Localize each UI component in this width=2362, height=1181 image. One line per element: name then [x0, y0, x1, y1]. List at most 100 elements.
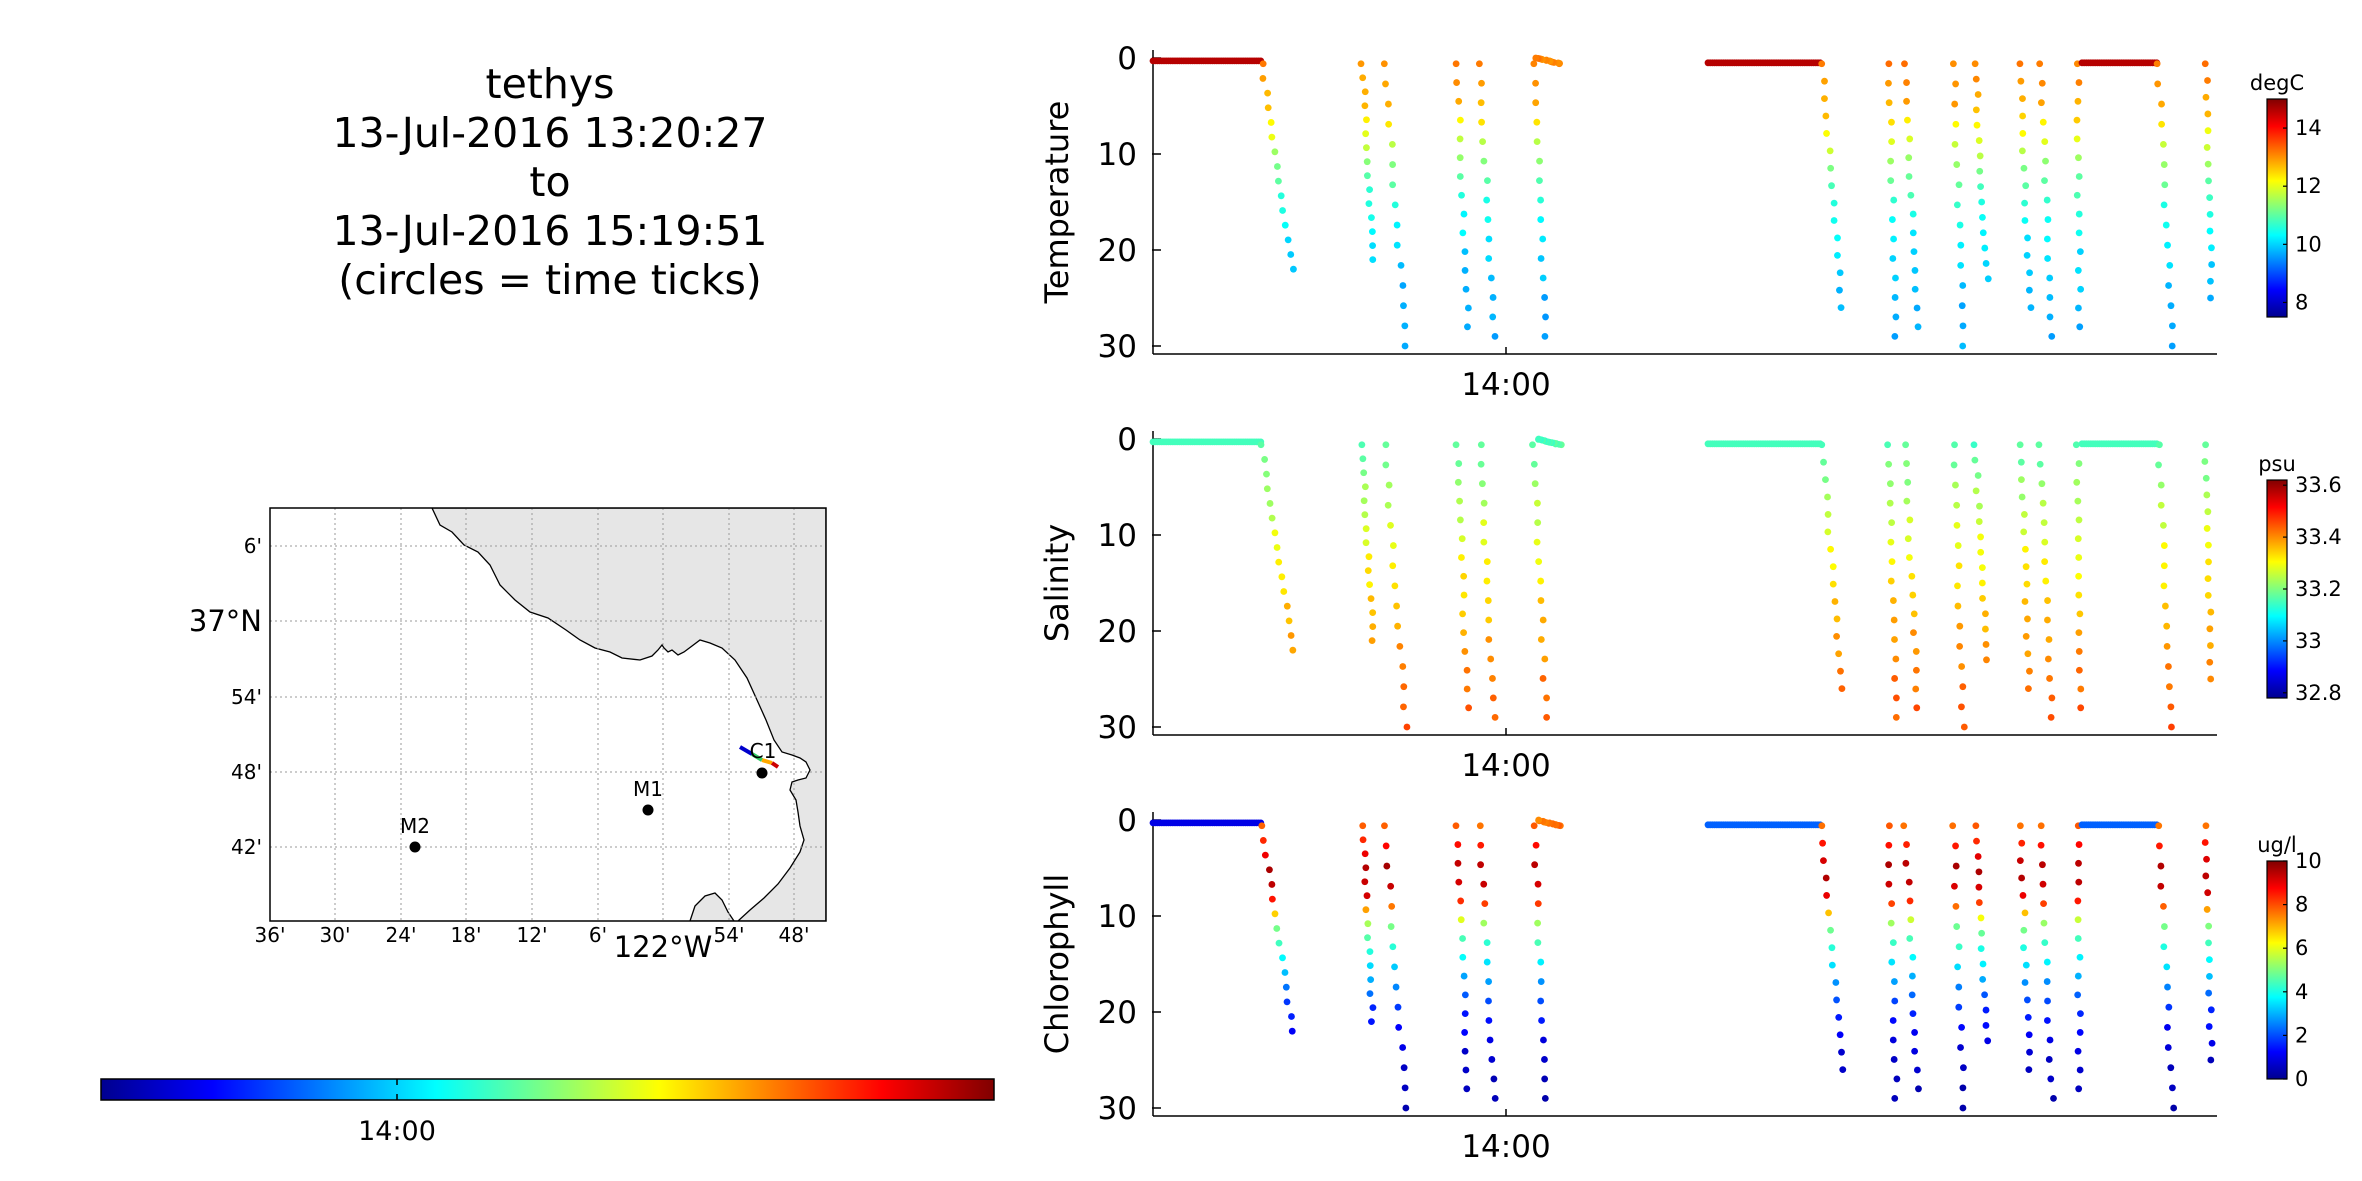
- data-point: [1833, 615, 1841, 623]
- data-point: [1823, 130, 1830, 137]
- data-point: [1271, 910, 1279, 918]
- data-point: [1891, 675, 1899, 682]
- data-point: [2037, 99, 2045, 107]
- data-point: [1912, 685, 1920, 693]
- data-point: [1464, 304, 1472, 312]
- data-point: [1389, 562, 1397, 570]
- data-point: [2160, 522, 2167, 529]
- data-point: [1836, 1031, 1844, 1039]
- data-point: [2046, 274, 2054, 282]
- data-point: [1978, 564, 1986, 572]
- data-point: [1949, 822, 1957, 830]
- data-point: [1892, 714, 1900, 721]
- data-point: [1359, 836, 1367, 844]
- data-point: [2040, 519, 2048, 527]
- data-point: [2021, 909, 2029, 917]
- data-point: [1906, 897, 1914, 905]
- data-point: [1978, 198, 1986, 206]
- data-point: [1905, 154, 1913, 162]
- data-point: [1363, 892, 1371, 900]
- data-point: [2162, 221, 2170, 229]
- data-point: [2020, 164, 2028, 172]
- data-point: [1382, 441, 1390, 449]
- data-point: [2075, 79, 2083, 86]
- data-points: [1149, 435, 2215, 731]
- data-point: [1484, 177, 1491, 185]
- data-point: [2206, 227, 2214, 235]
- data-point: [1491, 714, 1499, 721]
- data-point: [1887, 157, 1895, 165]
- data-point: [1362, 525, 1370, 533]
- data-point: [1263, 470, 1270, 478]
- data-point: [1275, 177, 1282, 185]
- data-point: [2208, 244, 2215, 252]
- data-point: [1401, 1084, 1409, 1092]
- data-point: [1271, 529, 1279, 537]
- data-point: [1477, 861, 1484, 869]
- map-grid: [270, 508, 826, 921]
- data-point: [1481, 900, 1489, 908]
- track-segment-early: [738, 745, 754, 756]
- data-point: [2165, 683, 2173, 691]
- data-point: [1259, 837, 1267, 844]
- data-point: [1984, 275, 1992, 283]
- data-point: [2048, 333, 2056, 340]
- data-point: [1903, 497, 1911, 505]
- data-point: [1831, 598, 1839, 605]
- y-tick-label: 20: [1098, 614, 1137, 650]
- data-point: [1982, 641, 1990, 648]
- data-point: [1458, 554, 1465, 561]
- data-point: [1885, 60, 1893, 68]
- data-point: [1954, 582, 1961, 590]
- station-marker: [409, 841, 421, 853]
- data-point: [1977, 533, 1984, 541]
- start-time: 13-Jul-2016 13:20:27: [332, 109, 768, 157]
- data-point: [1461, 248, 1469, 256]
- data-point: [1483, 577, 1491, 585]
- data-point: [1531, 861, 1539, 869]
- data-point: [1953, 201, 1961, 209]
- data-point: [2167, 302, 2175, 310]
- data-point: [1892, 274, 1899, 282]
- data-point: [1890, 1056, 1898, 1063]
- data-point: [2047, 714, 2055, 721]
- data-point: [1289, 646, 1297, 654]
- data-point: [2160, 201, 2168, 209]
- data-point: [2043, 958, 2051, 966]
- data-point: [1891, 978, 1898, 985]
- data-point: [1951, 100, 1959, 108]
- data-point: [1456, 497, 1463, 505]
- data-point: [1266, 500, 1274, 507]
- data-point: [1908, 991, 1916, 999]
- data-point: [1956, 642, 1964, 650]
- data-point: [2077, 285, 2085, 293]
- data-point: [2038, 79, 2046, 87]
- data-point: [1278, 573, 1286, 581]
- data-point: [1973, 837, 1980, 845]
- data-point: [2204, 591, 2212, 599]
- data-point: [1463, 685, 1471, 693]
- data-point: [2074, 97, 2082, 105]
- data-point: [1533, 538, 1541, 546]
- data-point: [1953, 923, 1961, 930]
- data-point: [1367, 595, 1375, 603]
- data-point: [1827, 926, 1834, 934]
- data-point: [1366, 581, 1373, 589]
- data-point: [1537, 216, 1545, 223]
- data-point: [1387, 882, 1395, 890]
- data-point: [1892, 694, 1900, 702]
- profile-panel: 0 10 20 30 14:00 Temperature degC 8 10 12 14: [1038, 41, 2322, 403]
- data-point: [2037, 841, 2045, 849]
- data-point: [1267, 119, 1275, 126]
- data-point: [1534, 519, 1542, 527]
- data-point: [2165, 1003, 2173, 1011]
- data-point: [1885, 861, 1893, 869]
- data-point: [2157, 481, 2165, 489]
- data-point: [2167, 1064, 2175, 1072]
- data-point: [1537, 196, 1545, 204]
- data-point: [1886, 499, 1894, 507]
- data-point: [1268, 133, 1276, 141]
- data-point: [1400, 703, 1407, 711]
- data-point: [1480, 880, 1488, 888]
